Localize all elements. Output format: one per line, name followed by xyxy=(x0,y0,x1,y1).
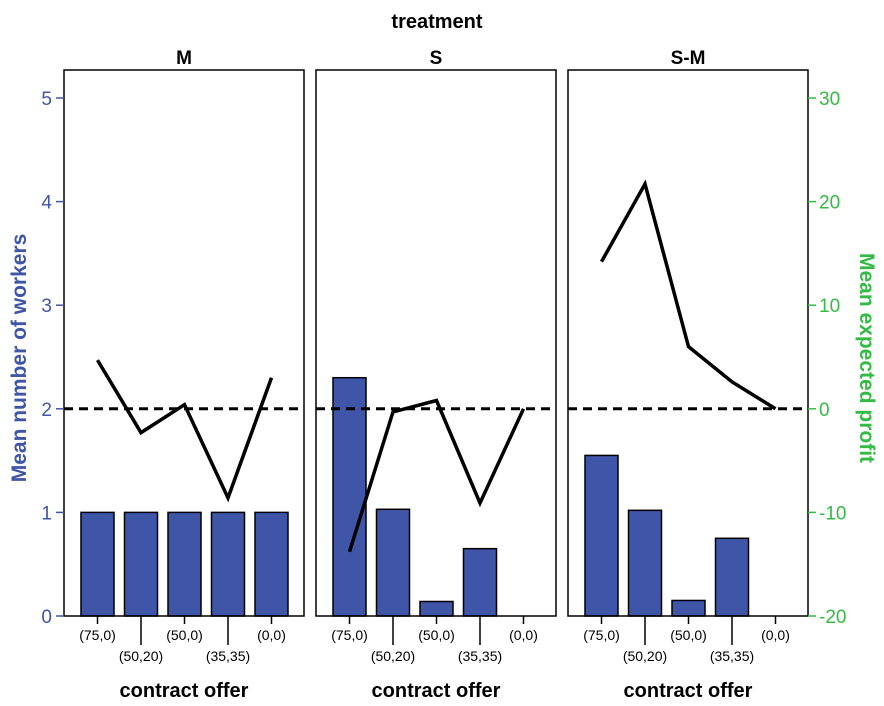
chart-supertitle: treatment xyxy=(391,11,482,33)
profit-line xyxy=(347,398,526,553)
panel-m: M (75,0)(50,20)(50,0)(35,35) (0,0) contract… xyxy=(63,48,305,702)
x-tick-label: (35,35) xyxy=(206,648,250,664)
bar xyxy=(254,511,289,617)
y-axis-right: -20 -10 0 10 20 30 xyxy=(808,89,846,628)
x-axis-label: contract offer xyxy=(624,680,753,702)
x-tick-label: (35,35) xyxy=(710,648,754,664)
y-axis-right-label: Mean expected profit xyxy=(855,253,878,463)
x-tick-label: (50,20) xyxy=(119,648,163,664)
panel-title: S xyxy=(430,48,443,69)
y-right-tick-label: 30 xyxy=(819,89,840,110)
y-right-tick-label: 0 xyxy=(819,400,830,421)
x-tick-label: (50,0) xyxy=(670,627,707,643)
bar xyxy=(167,511,202,617)
x-tick-label: (50,0) xyxy=(166,627,203,643)
y-axis-left: 0 1 2 3 4 5 xyxy=(41,89,64,628)
y-left-tick-label: 3 xyxy=(41,296,52,317)
bar xyxy=(332,376,367,617)
panel-title: M xyxy=(176,48,192,69)
bar xyxy=(714,537,750,617)
y-right-tick-label: -20 xyxy=(819,607,846,628)
x-axis-label: contract offer xyxy=(372,680,501,702)
x-tick-label: (50,20) xyxy=(371,648,415,664)
bar xyxy=(123,511,159,617)
panel-title: S-M xyxy=(671,48,706,69)
x-tick-label: (75,0) xyxy=(583,627,620,643)
y-right-tick-label: 20 xyxy=(819,193,840,214)
x-tick-label: (50,0) xyxy=(418,627,455,643)
y-left-tick-label: 5 xyxy=(41,89,52,110)
bar xyxy=(462,547,498,617)
panels: M(75,0)(50,20)(50,0)(35,35)(0,0)contract… xyxy=(63,48,809,702)
y-left-tick-label: 4 xyxy=(41,193,52,214)
y-left-tick-label: 0 xyxy=(41,607,52,628)
bar xyxy=(627,509,663,617)
profit-line xyxy=(599,179,777,411)
x-tick-label: (0,0) xyxy=(509,627,538,643)
y-left-tick-label: 1 xyxy=(41,503,52,524)
panel-s: S (75,0)(50,20)(50,0)(35,35) (0,0) contract… xyxy=(315,48,557,702)
y-axis-left-label: Mean number of workers xyxy=(8,234,31,483)
bar xyxy=(210,511,246,617)
x-tick-label: (0,0) xyxy=(257,627,286,643)
x-tick-label: (0,0) xyxy=(761,627,790,643)
bar xyxy=(375,508,411,617)
bar xyxy=(419,600,454,617)
x-tick-label: (50,20) xyxy=(623,648,667,664)
panel-s-m: S-M (75,0)(50,20)(50,0)(35,35) (0,0) contra… xyxy=(567,48,809,702)
bar xyxy=(671,599,706,617)
y-right-tick-label: -10 xyxy=(819,503,846,524)
bar xyxy=(80,511,115,617)
x-tick-label: (75,0) xyxy=(79,627,116,643)
bar xyxy=(584,454,619,617)
y-right-tick-label: 10 xyxy=(819,296,840,317)
profit-line xyxy=(95,359,274,503)
x-axis-label: contract offer xyxy=(120,680,249,702)
y-left-tick-label: 2 xyxy=(41,400,52,421)
x-tick-label: (75,0) xyxy=(331,627,368,643)
x-tick-label: (35,35) xyxy=(458,648,502,664)
